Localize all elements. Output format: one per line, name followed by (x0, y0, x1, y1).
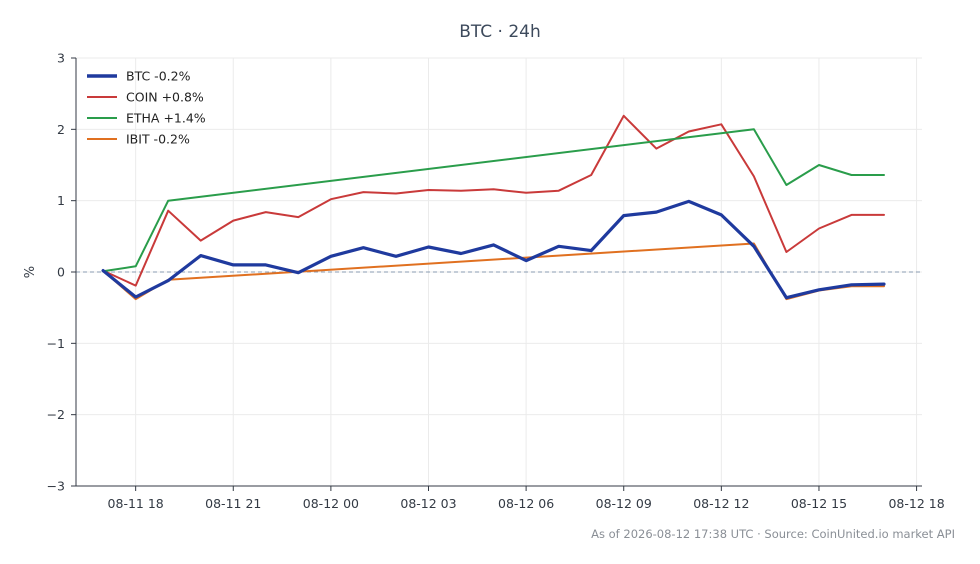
legend-label: COIN +0.8% (126, 90, 204, 105)
y-tick-label: 1 (57, 193, 65, 208)
legend: BTC -0.2% COIN +0.8% ETHA +1.4% IBIT -0.2% (87, 69, 206, 147)
series-line-etha (102, 128, 885, 273)
x-tick-label: 08-12 03 (400, 496, 456, 511)
x-tick-label: 08-11 18 (108, 496, 164, 511)
x-tick-label: 08-12 12 (693, 496, 749, 511)
x-tick-label: 08-12 15 (791, 496, 847, 511)
series-layer (101, 114, 886, 301)
y-tick-label: 2 (57, 122, 65, 137)
y-tick-label: 0 (57, 265, 65, 280)
y-tick-label: −2 (47, 407, 65, 422)
x-tick-label: 08-11 21 (205, 496, 261, 511)
series-line-btc (101, 199, 886, 300)
chart-title: BTC · 24h (459, 22, 541, 42)
y-axis-label: % (23, 266, 38, 278)
legend-label: BTC -0.2% (126, 69, 191, 84)
legend-label: ETHA +1.4% (126, 111, 206, 126)
series-line-coin (102, 114, 885, 287)
y-tick-label: −1 (47, 336, 65, 351)
y-tick-label: 3 (57, 51, 65, 66)
x-tick-label: 08-12 18 (888, 496, 944, 511)
x-tick-label: 08-12 00 (303, 496, 359, 511)
ticks: 3 2 1 0 −1 −2 −3 08-11 18 08-11 21 08-12 00 08-12 … (47, 51, 945, 512)
footnote: As of 2026-08-12 17:38 UTC · Source: Coi… (591, 527, 955, 541)
series-line-ibit (102, 242, 885, 301)
legend-label: IBIT -0.2% (126, 132, 190, 147)
x-tick-label: 08-12 06 (498, 496, 554, 511)
x-tick-label: 08-12 09 (596, 496, 652, 511)
y-tick-label: −3 (47, 479, 65, 494)
